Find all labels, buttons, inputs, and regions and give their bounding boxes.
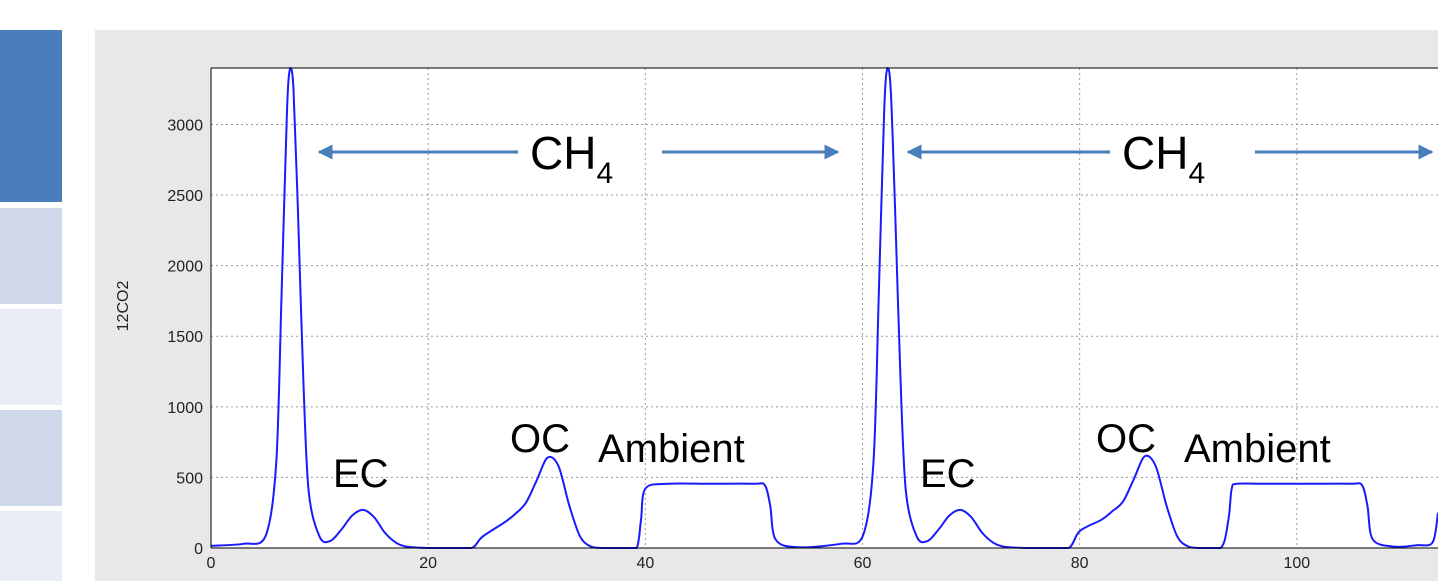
side-strip [0,0,62,581]
x-tick-label-4: 80 [1071,555,1089,572]
oc-left-label: OC [510,417,570,461]
y-tick-label-5: 2500 [167,188,203,205]
x-tick-label-3: 60 [854,555,872,572]
x-tick-label-1: 20 [419,555,437,572]
ambient-left-label: Ambient [598,427,745,471]
y-axis-label: 12CO2 [115,281,132,332]
side-cell-mid-2 [0,410,62,506]
x-tick-label-2: 40 [636,555,654,572]
x-tick-label-5: 100 [1283,555,1310,572]
y-tick-label-1: 500 [176,470,203,487]
x-tick-labels: 0 20 40 60 80 100 [207,555,1311,572]
ch4-right-subscript: 4 [1188,157,1205,190]
side-cell-light-1 [0,309,62,405]
ch4-right-main: CH [1122,127,1188,179]
ec-right-label: EC [920,452,976,496]
side-cell-dark [0,30,62,202]
oc-right-label: OC [1096,417,1156,461]
side-cell-mid-1 [0,208,62,304]
ch4-left-main: CH [530,127,596,179]
grid-lines [211,68,1438,548]
y-tick-label-4: 2000 [167,259,203,276]
ch4-left-subscript: 4 [596,157,613,190]
y-tick-label-6: 3000 [167,117,203,134]
y-tick-labels: 0 500 1000 1500 2000 2500 3000 [167,117,203,558]
ch4-right-label: CH4 [1122,127,1205,190]
y-tick-label-0: 0 [194,541,203,558]
x-tick-label-0: 0 [207,555,216,572]
ambient-right-label: Ambient [1184,427,1331,471]
series-line [210,66,1438,550]
y-tick-label-2: 1000 [167,400,203,417]
y-tick-label-3: 1500 [167,329,203,346]
ec-left-label: EC [333,452,389,496]
plot-area [211,68,1438,548]
ch4-left-label: CH4 [530,127,613,190]
side-cell-light-2 [0,511,62,581]
